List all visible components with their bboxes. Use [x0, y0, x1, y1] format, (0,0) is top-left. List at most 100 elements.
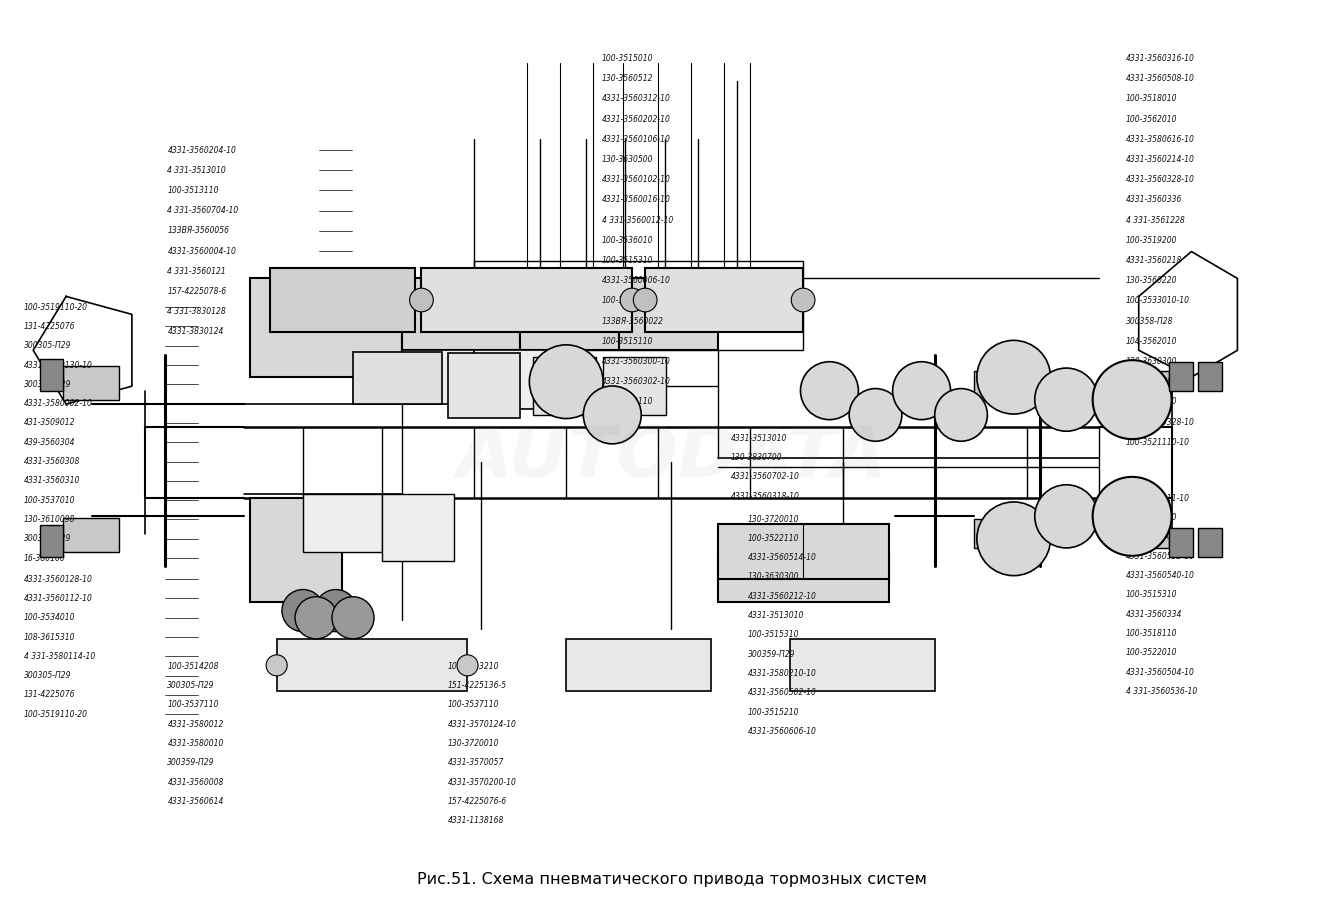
Text: 4331-3560702-10: 4331-3560702-10 — [731, 473, 799, 481]
Text: 100-3513110: 100-3513110 — [168, 186, 219, 195]
Text: 300359-П29: 300359-П29 — [24, 534, 71, 543]
Text: 130-3630300: 130-3630300 — [1125, 357, 1176, 366]
Text: 151-4225136-5: 151-4225136-5 — [447, 682, 506, 690]
Text: 100-3537110: 100-3537110 — [447, 701, 500, 709]
Text: 130-3560220: 130-3560220 — [1125, 277, 1176, 285]
Ellipse shape — [1093, 477, 1171, 556]
Text: 4331-3580010: 4331-3580010 — [168, 739, 224, 748]
Text: 4331-3570200-10: 4331-3570200-10 — [447, 778, 517, 787]
Bar — [974, 519, 1025, 548]
Text: 4331-3560508-10: 4331-3560508-10 — [1125, 74, 1194, 83]
Text: 300305-П29: 300305-П29 — [24, 342, 71, 350]
Text: 4331-3560502-10: 4331-3560502-10 — [748, 688, 817, 697]
Text: 4331-3580002-10: 4331-3580002-10 — [24, 399, 93, 409]
Text: 100-3562010: 100-3562010 — [1125, 114, 1176, 124]
Text: 300359-П29: 300359-П29 — [168, 758, 215, 768]
Text: 4331-3560336: 4331-3560336 — [1125, 195, 1182, 204]
Text: 300357-П29: 300357-П29 — [1125, 377, 1172, 387]
Bar — [1198, 528, 1222, 557]
Bar — [1168, 528, 1193, 557]
Text: 4331-3570057: 4331-3570057 — [447, 758, 504, 768]
Text: 133ВЯ-3560022: 133ВЯ-3560022 — [602, 317, 663, 325]
Bar — [63, 518, 118, 552]
Text: 131-4225076: 131-4225076 — [24, 322, 75, 331]
Bar — [353, 352, 442, 404]
Text: 4331-3560214-10: 4331-3560214-10 — [1125, 155, 1194, 164]
Text: 100-3519110-20: 100-3519110-20 — [24, 710, 87, 719]
Text: 100-3519200: 100-3519200 — [1125, 235, 1176, 245]
Ellipse shape — [893, 362, 951, 420]
Text: 4 331-3561228: 4 331-3561228 — [1125, 215, 1185, 224]
Text: 100-3515310: 100-3515310 — [1125, 591, 1176, 599]
Text: 4331-3560218: 4331-3560218 — [1125, 256, 1182, 265]
Text: 4331-3560006-10: 4331-3560006-10 — [602, 277, 670, 285]
Text: 4331-3570124-10: 4331-3570124-10 — [447, 720, 517, 728]
Ellipse shape — [332, 596, 375, 638]
Text: 108-3615310: 108-3615310 — [24, 633, 75, 641]
Text: 4331-3560102-10: 4331-3560102-10 — [602, 175, 670, 184]
Ellipse shape — [1034, 485, 1099, 548]
Text: 431-3509012: 431-3509012 — [24, 419, 75, 428]
Text: 100-3513210: 100-3513210 — [447, 661, 500, 671]
Bar — [619, 278, 717, 350]
Text: 133ВЯ-3560056: 133ВЯ-3560056 — [168, 226, 230, 235]
Text: 100-3515110: 100-3515110 — [602, 337, 653, 346]
Bar — [304, 494, 381, 552]
Bar — [277, 639, 467, 692]
Ellipse shape — [800, 362, 858, 420]
Text: 100-3522110: 100-3522110 — [748, 534, 799, 543]
Text: 4331-3830124: 4331-3830124 — [168, 327, 224, 336]
Text: 4331-3513010: 4331-3513010 — [731, 434, 787, 442]
Bar — [40, 359, 63, 391]
Text: 300359-П29: 300359-П29 — [748, 649, 795, 659]
Text: 100-3515210: 100-3515210 — [748, 707, 799, 716]
Text: 131-4225076: 131-4225076 — [24, 691, 75, 700]
Text: 100-3515010: 100-3515010 — [602, 54, 653, 63]
Bar — [63, 365, 118, 399]
Text: AUTODATA: AUTODATA — [457, 423, 886, 493]
Ellipse shape — [849, 388, 902, 442]
Text: 4331-3560300-10: 4331-3560300-10 — [602, 357, 670, 366]
Ellipse shape — [529, 344, 603, 419]
Bar — [567, 639, 710, 692]
Bar — [422, 267, 633, 333]
Text: 130-3830700: 130-3830700 — [731, 453, 782, 462]
Text: 100-3537010: 100-3537010 — [24, 496, 75, 505]
Text: 100-3534010: 100-3534010 — [24, 614, 75, 622]
Bar — [270, 267, 415, 333]
Text: 4 331-3560704-10: 4 331-3560704-10 — [168, 206, 239, 215]
Bar — [603, 356, 666, 415]
Text: 4331-3580616-10: 4331-3580616-10 — [1125, 135, 1194, 144]
Text: 100-3512010: 100-3512010 — [602, 297, 653, 305]
Text: 157-4225078-6: 157-4225078-6 — [168, 287, 227, 296]
Text: 300358-П28: 300358-П28 — [1125, 317, 1172, 325]
Bar — [717, 552, 889, 602]
Text: 300361-П29: 300361-П29 — [24, 380, 71, 389]
Ellipse shape — [266, 655, 287, 676]
Text: 4331-3560514-10: 4331-3560514-10 — [748, 553, 817, 562]
Bar — [474, 350, 547, 409]
Text: 100-3537110: 100-3537110 — [168, 701, 219, 709]
Text: 4331-3560212-10: 4331-3560212-10 — [748, 592, 817, 601]
Text: 4331-3560112-10: 4331-3560112-10 — [24, 594, 93, 603]
Text: 4331-3560106-10: 4331-3560106-10 — [602, 135, 670, 144]
Text: 4 331-3560121: 4 331-3560121 — [168, 267, 226, 276]
Text: 439-3560304: 439-3560304 — [24, 438, 75, 447]
Bar — [520, 278, 619, 350]
Text: 100-3521111-10: 100-3521111-10 — [1125, 494, 1190, 503]
Text: 4331-3560202-10: 4331-3560202-10 — [602, 114, 670, 124]
Text: 4 331-3560536-10: 4 331-3560536-10 — [1125, 687, 1197, 696]
Text: 4331-3560334: 4331-3560334 — [1125, 610, 1182, 618]
Bar — [1119, 371, 1168, 399]
Text: 100-3518010: 100-3518010 — [1125, 94, 1176, 104]
Text: 300305-П29: 300305-П29 — [24, 671, 71, 681]
Text: 100-3518110: 100-3518110 — [1125, 629, 1176, 638]
Text: 4331-3580012: 4331-3580012 — [168, 720, 224, 728]
Text: 4331-3560316-10: 4331-3560316-10 — [1125, 54, 1194, 63]
Text: 100-3514208: 100-3514208 — [168, 661, 219, 671]
Bar — [533, 356, 596, 415]
Bar — [717, 524, 889, 579]
Text: 130-3720010: 130-3720010 — [447, 739, 500, 748]
Text: 4331-3560504-10: 4331-3560504-10 — [1125, 668, 1194, 677]
Text: 130-3513110: 130-3513110 — [602, 398, 653, 407]
